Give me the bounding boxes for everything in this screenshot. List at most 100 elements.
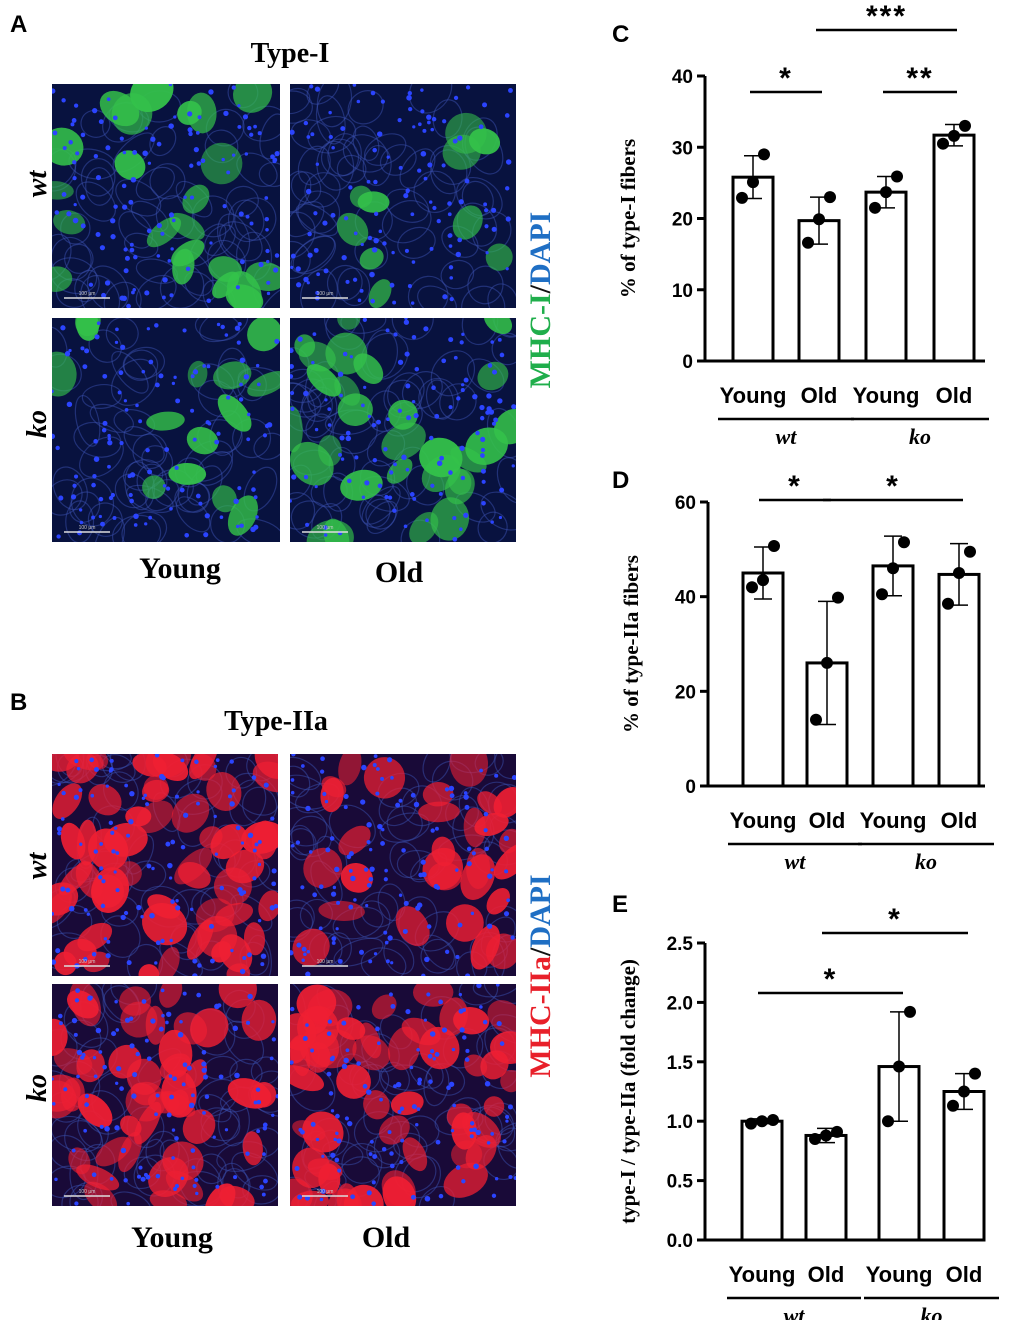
nucleus bbox=[452, 516, 457, 521]
nucleus bbox=[274, 253, 280, 258]
nucleus bbox=[68, 348, 72, 353]
x-tick-label: Young bbox=[866, 1262, 933, 1287]
fiber-outline bbox=[123, 426, 165, 463]
nucleus bbox=[361, 495, 366, 500]
bar bbox=[871, 564, 915, 788]
nucleus bbox=[121, 183, 127, 189]
data-point bbox=[756, 1115, 768, 1128]
row-label-wt-a: wt bbox=[22, 170, 53, 198]
nucleus bbox=[70, 122, 75, 127]
stained-fiber bbox=[449, 754, 489, 787]
nucleus bbox=[91, 482, 96, 488]
nucleus bbox=[428, 1079, 433, 1084]
stained-fiber bbox=[338, 754, 362, 786]
fiber-outline bbox=[290, 170, 312, 213]
nucleus bbox=[203, 1074, 208, 1080]
nucleus bbox=[165, 841, 171, 847]
nucleus bbox=[461, 1179, 466, 1184]
micrograph-b-wt-old: 100 μm bbox=[290, 754, 516, 976]
nucleus bbox=[98, 1050, 103, 1054]
nucleus bbox=[480, 453, 485, 458]
nucleus bbox=[350, 1194, 356, 1200]
nucleus bbox=[320, 756, 325, 762]
nucleus bbox=[177, 1031, 184, 1038]
nucleus bbox=[236, 340, 241, 345]
fiber-outline bbox=[258, 285, 280, 308]
nucleus bbox=[464, 178, 470, 184]
nucleus bbox=[403, 524, 408, 529]
nucleus bbox=[143, 1172, 148, 1177]
nucleus bbox=[301, 946, 307, 952]
nucleus bbox=[511, 464, 515, 468]
fiber-outline bbox=[336, 154, 367, 184]
nucleus bbox=[398, 165, 403, 170]
nucleus bbox=[334, 866, 340, 873]
nucleus bbox=[202, 364, 206, 368]
stained-fiber bbox=[443, 1162, 488, 1198]
nucleus bbox=[452, 1103, 457, 1108]
nucleus bbox=[306, 949, 311, 954]
nucleus bbox=[247, 832, 254, 839]
nucleus bbox=[395, 802, 401, 808]
nucleus bbox=[373, 237, 379, 244]
nucleus bbox=[458, 199, 464, 205]
nucleus bbox=[128, 492, 133, 498]
fiber-outline bbox=[477, 511, 508, 542]
fiber-outline bbox=[290, 491, 316, 530]
stained-fiber bbox=[187, 360, 208, 388]
nucleus bbox=[78, 508, 83, 512]
nucleus bbox=[417, 168, 422, 173]
bar bbox=[804, 1133, 848, 1242]
fiber-outline bbox=[295, 203, 339, 237]
fiber-outline bbox=[93, 516, 126, 542]
nucleus bbox=[91, 1172, 97, 1178]
fiber-outline bbox=[306, 84, 340, 105]
nucleus bbox=[502, 1139, 507, 1144]
nucleus bbox=[327, 407, 332, 412]
stained-fiber bbox=[483, 318, 513, 334]
fiber-outline bbox=[290, 201, 325, 238]
data-point bbox=[882, 1115, 894, 1128]
nucleus bbox=[397, 359, 404, 365]
nucleus bbox=[206, 364, 211, 369]
nucleus bbox=[204, 513, 210, 519]
nucleus bbox=[496, 1020, 502, 1027]
data-point bbox=[959, 119, 971, 132]
nucleus bbox=[330, 1152, 336, 1158]
nucleus bbox=[266, 280, 271, 285]
nucleus bbox=[158, 373, 164, 379]
nucleus bbox=[221, 157, 225, 162]
nucleus bbox=[490, 520, 494, 524]
nucleus bbox=[459, 527, 463, 532]
nucleus bbox=[52, 389, 54, 394]
nucleus bbox=[72, 176, 77, 181]
nucleus bbox=[430, 127, 435, 132]
nucleus bbox=[302, 1036, 308, 1042]
fiber-outline bbox=[52, 754, 78, 787]
nucleus bbox=[442, 119, 447, 124]
nucleus bbox=[341, 255, 347, 261]
nucleus bbox=[316, 272, 321, 277]
stained-fiber bbox=[421, 454, 461, 493]
nucleus bbox=[79, 520, 84, 525]
stained-fiber bbox=[218, 984, 257, 1009]
nucleus bbox=[101, 427, 107, 433]
nucleus bbox=[421, 973, 426, 976]
y-tick-label: 20 bbox=[675, 682, 696, 703]
nucleus bbox=[438, 999, 444, 1005]
nucleus bbox=[123, 1178, 128, 1183]
nucleus bbox=[154, 961, 158, 965]
fiber-outline bbox=[159, 264, 205, 308]
nucleus bbox=[108, 769, 113, 773]
nucleus bbox=[420, 88, 424, 92]
nucleus bbox=[151, 866, 155, 871]
nucleus bbox=[372, 1154, 378, 1159]
nucleus bbox=[219, 515, 224, 519]
nucleus bbox=[226, 170, 231, 175]
nucleus bbox=[330, 212, 336, 218]
nucleus bbox=[327, 1019, 332, 1024]
nucleus bbox=[115, 888, 120, 893]
nucleus bbox=[291, 754, 296, 757]
nucleus bbox=[166, 1112, 172, 1118]
nucleus bbox=[167, 862, 173, 869]
